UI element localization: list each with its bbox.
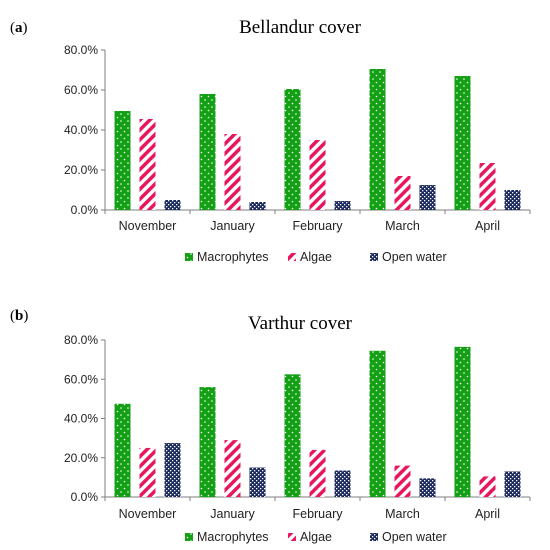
- panel-a-label: (a): [10, 20, 28, 36]
- x-category-label: January: [210, 219, 255, 233]
- bar-algae: [139, 119, 156, 210]
- chart-panel-a: (a) Bellandur cover 0.0% 20.0% 40.0% 60.0% 8…: [10, 17, 531, 264]
- legend-swatch-open-water: [370, 253, 378, 261]
- bar-macrophytes: [199, 387, 216, 497]
- x-category-label: March: [385, 507, 420, 521]
- bar-open-water: [249, 202, 266, 210]
- bar-macrophytes: [284, 374, 301, 497]
- bar-algae: [139, 447, 156, 497]
- y-tick-label: 0.0%: [71, 203, 99, 217]
- x-category-label: March: [385, 219, 420, 233]
- x-category-label: February: [292, 507, 343, 521]
- legend-label-macrophytes: Macrophytes: [197, 530, 269, 544]
- bar-macrophytes: [369, 69, 386, 210]
- bar-open-water: [504, 190, 521, 210]
- bar-open-water: [419, 185, 436, 210]
- x-category-label: April: [475, 507, 500, 521]
- bar-algae: [309, 449, 326, 497]
- x-category-label: January: [210, 507, 255, 521]
- x-category-label: February: [292, 219, 343, 233]
- y-tick-label: 20.0%: [64, 163, 98, 177]
- bars-a: [114, 69, 521, 210]
- bar-macrophytes: [114, 111, 131, 210]
- y-tick-label: 60.0%: [64, 372, 98, 386]
- bar-algae: [479, 476, 496, 497]
- y-tick-label: 60.0%: [64, 83, 98, 97]
- chart-title-b: Varthur cover: [248, 313, 353, 334]
- legend-swatch-macrophytes: [185, 253, 193, 261]
- chart-title-a: Bellandur cover: [239, 17, 362, 38]
- bar-open-water: [249, 467, 266, 497]
- y-tick-label: 20.0%: [64, 451, 98, 465]
- bar-macrophytes: [114, 403, 131, 497]
- legend-swatch-algae: [288, 253, 296, 261]
- axes-a: 0.0% 20.0% 40.0% 60.0% 80.0% November January F…: [64, 43, 531, 233]
- x-category-label: November: [119, 219, 177, 233]
- legend-label-algae: Algae: [300, 530, 332, 544]
- bar-algae: [224, 440, 241, 497]
- x-category-label: November: [119, 507, 177, 521]
- legend-swatch-algae: [288, 533, 296, 541]
- bar-open-water: [164, 200, 181, 210]
- legend-label-open-water: Open water: [382, 250, 447, 264]
- bar-open-water: [164, 443, 181, 497]
- y-tick-label: 80.0%: [64, 43, 98, 57]
- legend-b: Macrophytes Algae Open water: [185, 530, 447, 544]
- bar-open-water: [334, 470, 351, 497]
- legend-a: Macrophytes Algae Open water: [185, 250, 447, 264]
- chart-panel-b: (b) Varthur cover 0.0% 20.0% 40.0% 60.0% 80.…: [10, 308, 531, 544]
- axes-b: 0.0% 20.0% 40.0% 60.0% 80.0% November January F…: [64, 333, 531, 521]
- bar-algae: [309, 140, 326, 210]
- y-tick-label: 40.0%: [64, 123, 98, 137]
- bar-open-water: [334, 201, 351, 210]
- bar-algae: [224, 134, 241, 210]
- legend-label-macrophytes: Macrophytes: [197, 250, 269, 264]
- y-tick-label: 80.0%: [64, 333, 98, 347]
- bar-open-water: [419, 478, 436, 497]
- legend-label-algae: Algae: [300, 250, 332, 264]
- bar-algae: [479, 163, 496, 210]
- bar-macrophytes: [284, 89, 301, 210]
- y-tick-label: 0.0%: [71, 490, 99, 504]
- legend-label-open-water: Open water: [382, 530, 447, 544]
- legend-swatch-macrophytes: [185, 533, 193, 541]
- bar-open-water: [504, 471, 521, 497]
- x-category-label: April: [475, 219, 500, 233]
- bar-macrophytes: [199, 94, 216, 210]
- bars-b: [114, 346, 521, 497]
- legend-swatch-open-water: [370, 533, 378, 541]
- bar-algae: [394, 465, 411, 497]
- y-tick-label: 40.0%: [64, 412, 98, 426]
- bar-macrophytes: [369, 350, 386, 497]
- bar-macrophytes: [454, 76, 471, 210]
- bar-algae: [394, 176, 411, 210]
- panel-b-label: (b): [10, 308, 28, 324]
- bar-macrophytes: [454, 346, 471, 497]
